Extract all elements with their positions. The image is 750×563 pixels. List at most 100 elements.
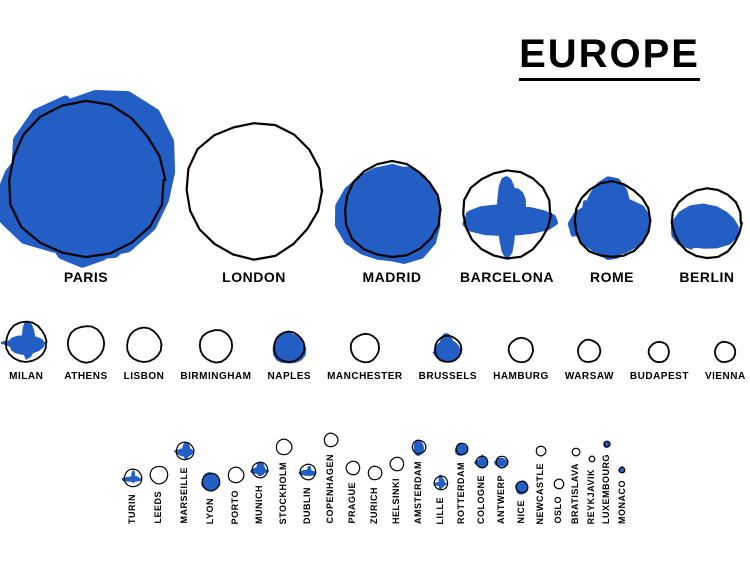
city-bubble bbox=[455, 442, 469, 456]
infographic-canvas: EUROPE PARIS LONDONMADRID BARCELONA ROME BER… bbox=[0, 0, 750, 563]
city-bubble bbox=[123, 468, 143, 488]
city-bubble bbox=[198, 328, 234, 364]
city-label: PORTO bbox=[231, 490, 240, 524]
city-bubble bbox=[507, 336, 535, 364]
bubble-cell: BUDAPEST bbox=[630, 320, 689, 383]
city-label: LEEDS bbox=[154, 491, 163, 524]
city-label: TURIN bbox=[128, 494, 137, 524]
city-label: MANCHESTER bbox=[327, 372, 403, 383]
bubble-cell: DUBLIN bbox=[299, 461, 317, 524]
city-bubble bbox=[433, 475, 449, 491]
city-label: BIRMINGHAM bbox=[180, 372, 251, 383]
city-bubble bbox=[515, 480, 529, 494]
city-bubble bbox=[251, 461, 269, 479]
bubble-cell: ANTWERP bbox=[495, 449, 509, 524]
bubble-cell: COPENHAGEN bbox=[323, 428, 339, 524]
bubble-cell: HAMBURG bbox=[493, 320, 549, 383]
city-bubble bbox=[576, 338, 602, 364]
city-label: PARIS bbox=[64, 270, 108, 285]
city-bubble bbox=[433, 334, 463, 364]
bubble-cell: BIRMINGHAM bbox=[180, 320, 251, 383]
title: EUROPE bbox=[519, 34, 700, 81]
city-bubble bbox=[647, 340, 671, 364]
bubble-cell: MONACO bbox=[618, 454, 627, 524]
bubble-cell: LONDON bbox=[184, 100, 324, 285]
city-label: OSLO bbox=[554, 496, 563, 524]
city-label: LILLE bbox=[436, 497, 445, 525]
city-label: BARCELONA bbox=[460, 270, 554, 285]
city-label: BERLIN bbox=[679, 270, 734, 285]
city-bubble bbox=[201, 472, 221, 492]
city-label: HELSINKI bbox=[392, 478, 401, 524]
city-bubble bbox=[618, 466, 626, 474]
bubble-cell: ROTTERDAM bbox=[455, 436, 469, 524]
city-bubble bbox=[149, 465, 169, 485]
city-bubble bbox=[125, 326, 163, 364]
bubble-cell: TURIN bbox=[123, 468, 143, 524]
bubble-cell: ZURICH bbox=[367, 461, 383, 524]
city-bubble bbox=[603, 440, 611, 448]
city-bubble bbox=[345, 460, 361, 476]
city-label: DUBLIN bbox=[303, 487, 312, 524]
city-bubble bbox=[571, 447, 581, 457]
bubble-cell: BARCELONA bbox=[460, 100, 554, 285]
city-bubble bbox=[535, 445, 547, 457]
city-label: LYON bbox=[206, 498, 215, 524]
bubble-row: PARIS LONDONMADRID BARCELONA ROME BERLIN bbox=[0, 100, 750, 285]
city-bubble bbox=[670, 186, 744, 260]
city-bubble bbox=[572, 180, 652, 260]
bubble-cell: WARSAW bbox=[565, 320, 614, 383]
city-label: COPENHAGEN bbox=[326, 454, 335, 524]
bubble-cell: LUXEMBOURG bbox=[602, 428, 611, 524]
city-bubble bbox=[275, 438, 293, 456]
bubble-cell: NEWCASTLE bbox=[535, 437, 547, 525]
city-bubble bbox=[713, 340, 737, 364]
bubble-cell: COLOGNE bbox=[475, 449, 489, 524]
bubble-cell: MUNICH bbox=[251, 459, 269, 524]
bubble-cell: PORTO bbox=[227, 464, 245, 524]
city-label: LUXEMBOURG bbox=[602, 454, 611, 524]
city-label: NEWCASTLE bbox=[536, 463, 545, 525]
bubble-cell: ROME bbox=[572, 100, 652, 285]
city-bubble bbox=[367, 465, 383, 481]
bubble-cell: MANCHESTER bbox=[327, 320, 403, 383]
city-bubble bbox=[495, 455, 509, 469]
city-bubble bbox=[4, 320, 48, 364]
city-label: ROTTERDAM bbox=[457, 462, 466, 524]
city-label: MILAN bbox=[9, 372, 43, 383]
city-label: HAMBURG bbox=[493, 372, 549, 383]
bubble-row: TURIN LEEDS MARSEILLE LYON PORTO MUNICH STOCKH… bbox=[0, 428, 750, 524]
city-bubble bbox=[323, 432, 339, 448]
city-label: AMSTERDAM bbox=[414, 461, 423, 524]
city-label: LISBON bbox=[124, 372, 165, 383]
city-bubble bbox=[461, 168, 553, 260]
city-label: MONACO bbox=[618, 480, 627, 524]
bubble-cell: AMSTERDAM bbox=[411, 435, 427, 524]
city-label: MARSEILLE bbox=[180, 467, 189, 524]
bubble-cell: MILAN bbox=[4, 320, 48, 383]
city-label: BUDAPEST bbox=[630, 372, 689, 383]
bubble-cell: OSLO bbox=[553, 470, 565, 524]
city-bubble bbox=[349, 332, 381, 364]
bubble-cell: BERLIN bbox=[670, 100, 744, 285]
city-bubble bbox=[184, 120, 324, 260]
city-bubble bbox=[6, 100, 166, 260]
city-bubble bbox=[588, 455, 596, 463]
bubble-cell: LILLE bbox=[433, 471, 449, 525]
bubble-cell: LEEDS bbox=[149, 465, 169, 524]
city-bubble bbox=[299, 463, 317, 481]
bubble-cell: LYON bbox=[201, 472, 221, 524]
city-bubble bbox=[342, 160, 442, 260]
bubble-cell: REYKJAVIK bbox=[587, 443, 596, 524]
city-label: MUNICH bbox=[255, 485, 264, 524]
city-label: ATHENS bbox=[64, 372, 107, 383]
city-label: COLOGNE bbox=[477, 475, 486, 524]
bubble-cell: BRUSSELS bbox=[419, 320, 477, 383]
city-bubble bbox=[227, 466, 245, 484]
city-bubble bbox=[272, 330, 306, 364]
bubble-cell: MADRID bbox=[342, 100, 442, 285]
city-bubble bbox=[66, 324, 106, 364]
bubble-cell: ATHENS bbox=[64, 320, 107, 383]
city-label: VIENNA bbox=[705, 372, 746, 383]
bubble-cell: STOCKHOLM bbox=[275, 436, 293, 524]
